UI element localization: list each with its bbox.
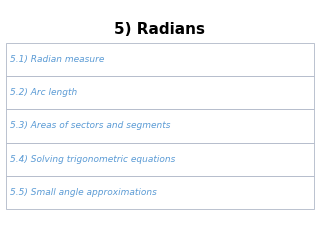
Text: 5.4) Solving trigonometric equations: 5.4) Solving trigonometric equations (10, 155, 176, 164)
Text: 5.2) Arc length: 5.2) Arc length (10, 88, 77, 97)
Text: 5.3) Areas of sectors and segments: 5.3) Areas of sectors and segments (10, 121, 171, 131)
Text: 5.1) Radian measure: 5.1) Radian measure (10, 55, 105, 64)
Bar (6, 76, 314, 109)
Bar (6, 109, 314, 143)
Bar (6, 143, 314, 176)
Text: 5.5) Small angle approximations: 5.5) Small angle approximations (10, 188, 157, 197)
Bar (6, 43, 314, 76)
Bar (6, 176, 314, 209)
Text: 5) Radians: 5) Radians (115, 22, 205, 36)
